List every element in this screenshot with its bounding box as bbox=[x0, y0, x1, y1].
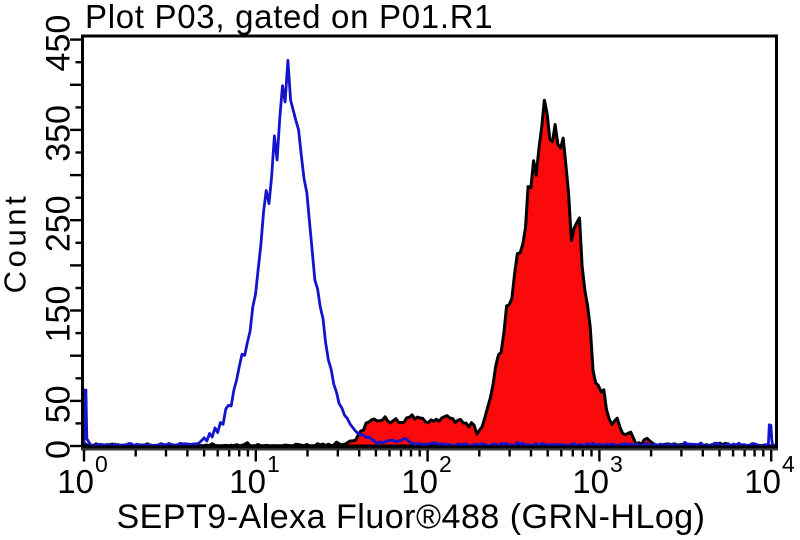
svg-text:150: 150 bbox=[40, 286, 78, 343]
svg-text:450: 450 bbox=[40, 15, 78, 72]
svg-text:3: 3 bbox=[610, 451, 623, 477]
svg-text:10: 10 bbox=[57, 463, 94, 500]
svg-text:2: 2 bbox=[439, 451, 452, 477]
svg-text:10: 10 bbox=[572, 463, 609, 500]
svg-text:0: 0 bbox=[40, 440, 78, 459]
svg-text:Plot P03, gated on P01.R1: Plot P03, gated on P01.R1 bbox=[85, 0, 493, 35]
svg-text:Count: Count bbox=[0, 193, 33, 294]
svg-text:4: 4 bbox=[782, 451, 795, 477]
svg-text:1: 1 bbox=[267, 451, 280, 477]
svg-text:50: 50 bbox=[40, 385, 78, 423]
svg-text:10: 10 bbox=[744, 463, 781, 500]
svg-text:SEPT9-Alexa Fluor®488 (GRN-HLo: SEPT9-Alexa Fluor®488 (GRN-HLog) bbox=[116, 498, 705, 536]
svg-text:10: 10 bbox=[229, 463, 266, 500]
svg-text:0: 0 bbox=[95, 451, 108, 477]
svg-text:350: 350 bbox=[40, 105, 78, 162]
svg-text:250: 250 bbox=[40, 195, 78, 252]
svg-text:10: 10 bbox=[401, 463, 438, 500]
